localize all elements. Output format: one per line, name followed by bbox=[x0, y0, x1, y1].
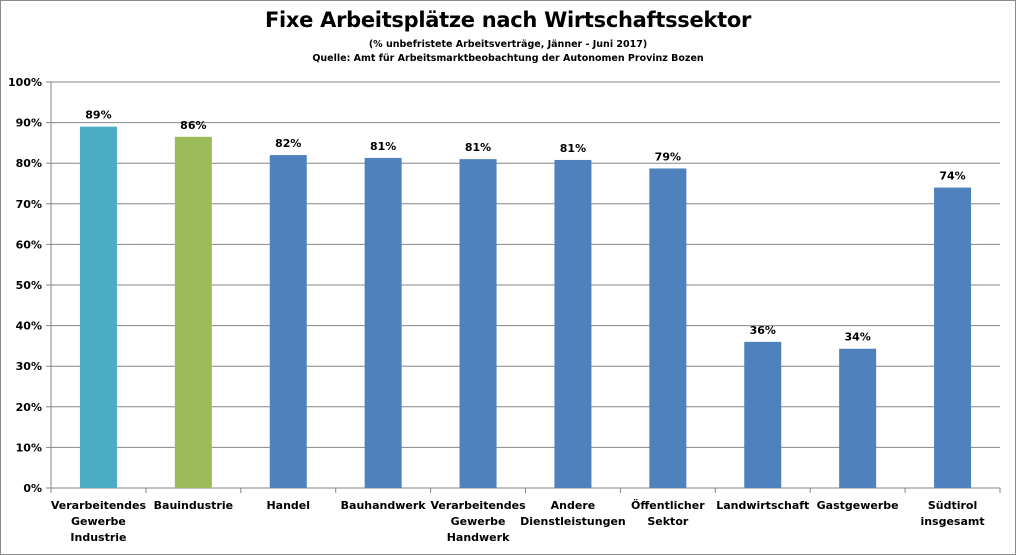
bar bbox=[174, 136, 212, 488]
y-tick-label: 90% bbox=[16, 117, 42, 130]
category-label: Verarbeitendes Gewerbe Handwerk bbox=[430, 499, 526, 544]
data-label: 81% bbox=[560, 142, 586, 155]
category-label: Bauindustrie bbox=[154, 499, 233, 512]
y-tick-label: 50% bbox=[16, 279, 42, 292]
data-label: 74% bbox=[939, 170, 965, 183]
data-label: 82% bbox=[275, 137, 301, 150]
bar bbox=[554, 159, 592, 488]
category-label: Landwirtschaft bbox=[716, 499, 809, 512]
y-tick-label: 60% bbox=[16, 238, 42, 251]
y-tick-label: 40% bbox=[16, 320, 42, 333]
data-label: 79% bbox=[655, 150, 681, 163]
y-tick-label: 20% bbox=[16, 401, 42, 414]
bar bbox=[649, 168, 687, 488]
category-label: Gastgewerbe bbox=[817, 499, 899, 512]
y-tick-label: 70% bbox=[16, 198, 42, 211]
bar bbox=[364, 157, 402, 488]
category-label: Handel bbox=[266, 499, 310, 512]
category-label: Verarbeitendes Gewerbe Industrie bbox=[51, 499, 147, 544]
y-tick-label: 80% bbox=[16, 157, 42, 170]
data-label: 34% bbox=[844, 331, 870, 344]
y-tick-label: 30% bbox=[16, 360, 42, 373]
chart-source: Quelle: Amt für Arbeitsmarktbeobachtung … bbox=[312, 53, 704, 64]
category-label: Andere Dienstleistungen bbox=[520, 499, 626, 528]
bar bbox=[79, 126, 117, 488]
category-label: Öffentlicher Sektor bbox=[631, 498, 705, 528]
bar bbox=[459, 159, 497, 488]
bar bbox=[269, 155, 307, 488]
chart-subtitle: (% unbefristete Arbeitsverträge, Jänner … bbox=[368, 39, 648, 50]
data-label: 86% bbox=[180, 119, 206, 132]
y-tick-label: 0% bbox=[23, 482, 42, 495]
bar bbox=[934, 187, 972, 488]
data-label: 81% bbox=[370, 140, 396, 153]
bar bbox=[744, 341, 782, 488]
data-label: 81% bbox=[465, 141, 491, 154]
category-label: Bauhandwerk bbox=[341, 499, 427, 512]
chart-title: Fixe Arbeitsplätze nach Wirtschaftssekto… bbox=[264, 8, 752, 32]
category-label: Südtirol insgesamt bbox=[920, 499, 984, 528]
y-tick-label: 100% bbox=[8, 76, 42, 89]
bar bbox=[839, 348, 877, 488]
y-tick-label: 10% bbox=[16, 441, 42, 454]
data-label: 36% bbox=[750, 324, 776, 337]
data-label: 89% bbox=[85, 109, 111, 122]
